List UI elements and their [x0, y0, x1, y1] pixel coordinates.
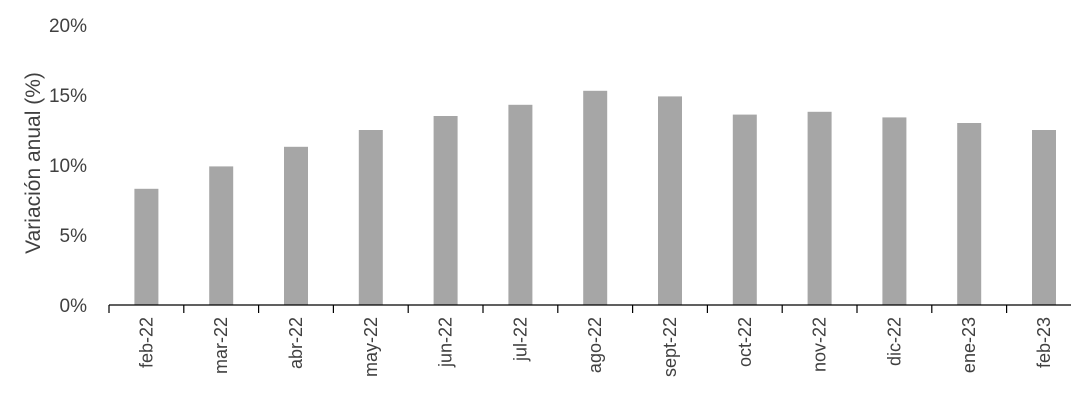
x-tick-label: abr-22	[286, 317, 306, 369]
x-tick-label: feb-22	[136, 317, 156, 368]
y-axis-label: Variación anual (%)	[22, 72, 45, 254]
x-tick-label: jun-22	[436, 317, 456, 368]
x-tick-label: jul-22	[510, 317, 530, 362]
bar-jun-22	[433, 116, 458, 305]
y-tick-label: 5%	[60, 226, 88, 247]
x-tick-label: feb-23	[1034, 317, 1054, 368]
x-tick-labels: feb-22 mar-22 abr-22 may-22 jun-22 jul-22 ago-…	[136, 317, 1054, 377]
bar-jul-22	[508, 104, 533, 305]
y-tick-labels: 0% 5% 10% 15% 20%	[49, 16, 87, 317]
x-tick-label: ene-23	[959, 317, 979, 373]
bar-dic-22	[882, 117, 907, 306]
x-tick-label: oct-22	[735, 317, 755, 367]
bar-sept-22	[658, 96, 682, 306]
x-tick-label: may-22	[361, 317, 381, 377]
bar-feb-23	[1032, 130, 1056, 305]
bars	[134, 90, 1056, 306]
y-tick-label: 20%	[49, 16, 87, 37]
y-tick-label: 10%	[49, 156, 87, 177]
y-tick-label: 15%	[49, 86, 87, 107]
y-tick-label: 0%	[60, 296, 88, 317]
x-tick-label: ago-22	[585, 317, 605, 373]
bar-may-22	[358, 130, 383, 305]
x-tick-label: mar-22	[211, 317, 231, 374]
bar-oct-22	[732, 114, 757, 305]
bar-nov-22	[807, 111, 832, 305]
bar-abr-22	[284, 146, 308, 305]
bar-ene-23	[957, 123, 982, 305]
bar-ago-22	[583, 90, 608, 305]
x-tick-marks	[108, 305, 1008, 313]
bar-mar-22	[209, 166, 234, 305]
bar-feb-22	[134, 188, 159, 305]
x-tick-label: dic-22	[884, 317, 904, 366]
x-tick-label: sept-22	[660, 317, 680, 377]
x-tick-label: nov-22	[810, 317, 830, 372]
